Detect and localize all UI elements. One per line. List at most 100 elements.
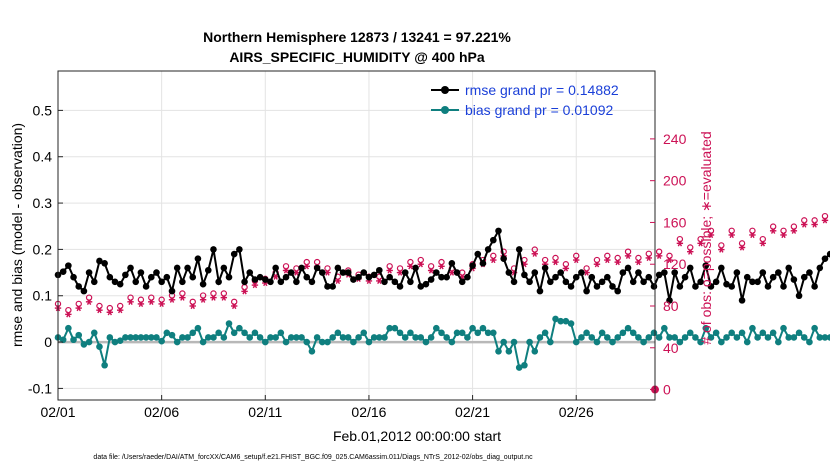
obs-evaluated-point: [687, 248, 694, 255]
rmse-point: [624, 264, 632, 272]
bias-point: [764, 334, 772, 341]
rmse-point: [59, 268, 67, 275]
rmse-point: [303, 273, 311, 281]
obs-evaluated-point: [230, 302, 238, 310]
rmse-point: [355, 273, 362, 281]
rmse-point: [521, 271, 528, 279]
bias-point: [318, 338, 326, 346]
bias-point: [189, 329, 197, 337]
rmse-point: [168, 287, 176, 295]
obs-possible-point: [666, 252, 673, 260]
obs-possible-point: [728, 227, 735, 234]
obs-evaluated-point: [573, 256, 580, 264]
obs-possible-point: [65, 306, 72, 314]
obs-evaluated-point: [738, 244, 746, 251]
rmse-point: [759, 269, 767, 276]
bias-point: [147, 334, 155, 341]
rmse-point: [666, 297, 673, 304]
obs-possible-point: [811, 217, 818, 224]
rmse-point: [282, 273, 290, 281]
rmse-point: [541, 264, 549, 272]
bias-point: [588, 334, 596, 341]
bias-point: [204, 334, 212, 341]
rmse-point: [241, 278, 248, 286]
rmse-point: [484, 246, 492, 253]
obs-possible-point: [75, 300, 82, 308]
bias-point: [80, 341, 88, 348]
rmse-point: [785, 264, 793, 272]
rmse-point: [412, 264, 419, 272]
obs-possible-point: [127, 294, 134, 301]
rmse-point: [650, 283, 658, 290]
rmse-point: [443, 273, 450, 281]
obs-possible-point: [718, 242, 725, 249]
bias-point: [344, 334, 352, 341]
obs-possible-point: [199, 292, 207, 299]
rmse-point: [676, 283, 684, 290]
rmse-point: [417, 283, 425, 290]
rmse-point: [370, 271, 378, 279]
rmse-point: [70, 273, 77, 281]
obs-evaluated-point: [407, 263, 414, 270]
rmse-point: [671, 269, 678, 276]
bias-point: [365, 338, 373, 346]
rmse-point: [655, 271, 663, 279]
rmse-point: [795, 292, 803, 300]
obs-evaluated-point: [75, 304, 82, 312]
bias-point: [277, 329, 285, 337]
rmse-point: [469, 262, 476, 269]
y2-tick-label: 200: [663, 173, 687, 189]
rmse-point: [790, 276, 798, 283]
obs-evaluated-point: [220, 294, 228, 301]
y2-tick-label: 40: [663, 340, 679, 356]
obs-possible-point: [645, 250, 652, 257]
obs-evaluated-point: [614, 259, 621, 266]
y2-axis-label: # of obs: o=possible; ∗=evaluated: [698, 131, 714, 344]
legend-bias-label: bias grand pr = 0.01092: [465, 102, 613, 118]
bias-point: [360, 329, 368, 337]
bias-point: [733, 334, 741, 341]
rmse-point: [313, 264, 321, 272]
obs-evaluated-point: [85, 298, 93, 305]
bias-point: [681, 334, 689, 341]
rmse-point: [96, 257, 103, 265]
rmse-point: [531, 269, 539, 276]
rmse-point: [464, 273, 471, 281]
rmse-point: [733, 269, 741, 276]
rmse-point: [272, 264, 279, 272]
obs-possible-point: [158, 296, 165, 303]
bias-point: [137, 334, 145, 341]
bias-point: [671, 334, 678, 341]
rmse-point: [386, 273, 393, 281]
rmse-point: [500, 255, 507, 262]
bias-point: [479, 324, 487, 332]
rmse-point: [137, 269, 145, 276]
bias-point: [826, 334, 830, 341]
obs-possible-point: [85, 294, 93, 301]
bias-point: [90, 329, 98, 337]
obs-evaluated-point: [697, 240, 704, 247]
rmse-point: [246, 269, 254, 276]
legend-rmse-label: rmse grand pr = 0.14882: [465, 82, 619, 98]
bias-point: [355, 334, 362, 341]
rmse-point: [267, 278, 274, 286]
bias-point: [381, 334, 388, 341]
obs-evaluated-point: [251, 281, 259, 289]
rmse-point: [173, 264, 181, 272]
x-axis-label: Feb.01,2012 00:00:00 start: [333, 428, 501, 444]
bias-point: [282, 338, 290, 346]
obs-evaluated-point: [210, 294, 217, 301]
rmse-point: [298, 264, 305, 272]
bias-point: [536, 334, 544, 341]
bias-point: [738, 329, 746, 337]
bias-point: [122, 334, 129, 341]
bias-point: [75, 331, 83, 339]
bias-point: [718, 338, 725, 346]
rmse-point: [210, 246, 217, 253]
bias-point: [686, 329, 694, 337]
rmse-point: [578, 269, 585, 276]
bias-point: [785, 334, 793, 341]
bias-point: [70, 336, 77, 344]
bias-point: [707, 334, 715, 341]
